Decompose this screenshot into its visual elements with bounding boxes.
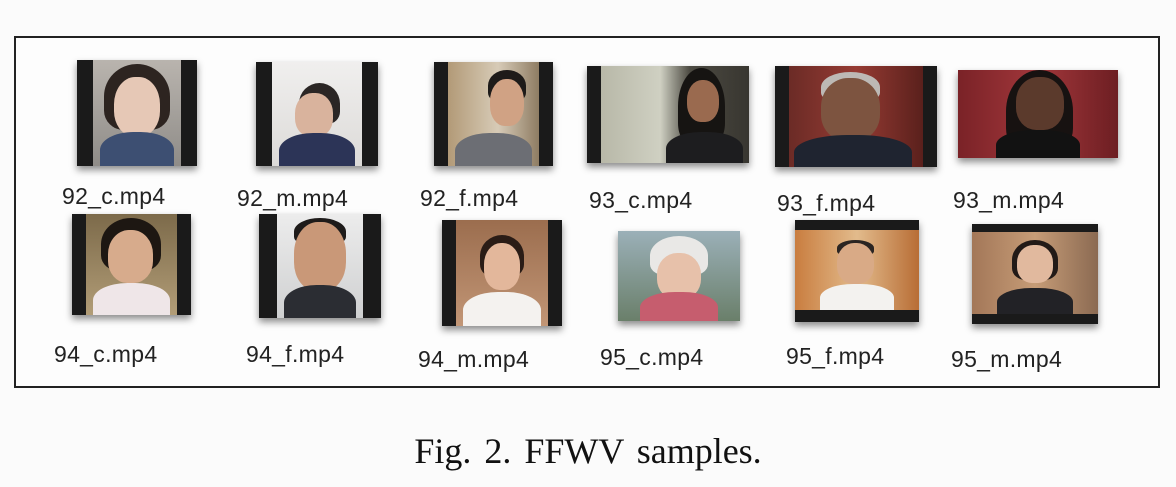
video-thumbnail-95-c (618, 231, 740, 321)
video-label: 94_c.mp4 (54, 341, 158, 367)
video-label: 94_m.mp4 (418, 346, 530, 372)
video-thumbnail-94-f (259, 214, 381, 318)
video-label: 93_f.mp4 (777, 190, 876, 216)
video-label: 93_c.mp4 (589, 187, 693, 213)
video-thumbnail-92-m (256, 62, 378, 166)
video-label: 92_m.mp4 (237, 185, 349, 211)
video-thumbnail-93-c (587, 66, 749, 163)
video-label: 95_c.mp4 (600, 344, 704, 370)
figure-caption: Fig. 2. FFWV samples. (414, 431, 762, 471)
video-thumbnail-95-m (972, 224, 1098, 324)
video-label: 92_c.mp4 (62, 183, 166, 209)
video-label: 93_m.mp4 (953, 187, 1065, 213)
video-thumbnail-94-c (72, 214, 191, 315)
video-label: 95_m.mp4 (951, 346, 1063, 372)
video-label: 95_f.mp4 (786, 343, 885, 369)
video-thumbnail-92-c (77, 60, 197, 166)
video-thumbnail-94-m (442, 220, 562, 326)
video-label: 92_f.mp4 (420, 185, 519, 211)
video-thumbnail-95-f (795, 220, 919, 322)
video-thumbnail-93-f (775, 66, 937, 167)
video-thumbnail-92-f (434, 62, 553, 166)
video-thumbnail-93-m (958, 70, 1118, 158)
video-label: 94_f.mp4 (246, 341, 345, 367)
